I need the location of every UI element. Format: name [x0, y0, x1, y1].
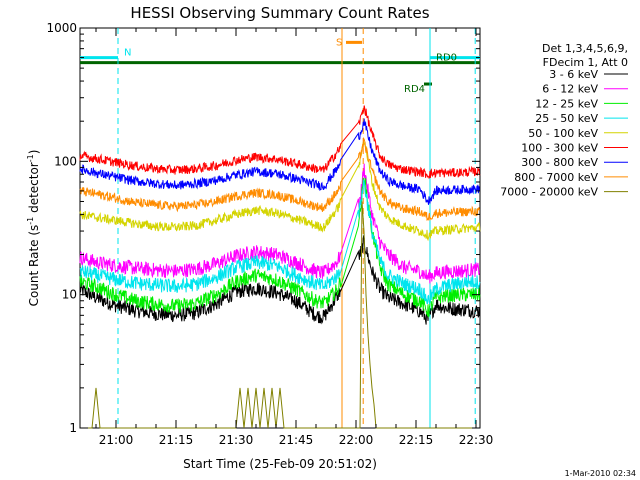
y-tick-label-2: 100: [54, 154, 77, 168]
x-tick-label-2: 21:30: [219, 433, 254, 447]
legend-label-2: 12 - 25 keV: [535, 97, 598, 110]
y-axis-label: Count Rate (s-1 detector-1): [26, 150, 41, 307]
attenuator-flags: N S RD0 RD4: [80, 37, 480, 95]
y-axis-label-sup1: -1: [26, 217, 35, 225]
series-line-2: [79, 177, 481, 318]
flag-label-1: S: [336, 37, 342, 48]
x-axis-label: Start Time (25-Feb-09 20:51:02): [183, 457, 377, 471]
legend-header-0: Det 1,3,4,5,6,9,: [542, 42, 628, 55]
y-axis-label-sup2: -1: [26, 154, 35, 162]
vertical-markers: [117, 28, 476, 428]
x-tick-label-5: 22:15: [399, 433, 434, 447]
legend-label-4: 50 - 100 keV: [528, 127, 598, 140]
legend-label-3: 25 - 50 keV: [535, 112, 598, 125]
series-line-7: [79, 136, 481, 222]
legend-label-7: 800 - 7000 keV: [514, 171, 598, 184]
y-tick-label-1: 10: [62, 288, 77, 302]
series-line-8: [80, 201, 480, 429]
chart-title: HESSI Observing Summary Count Rates: [130, 4, 429, 22]
x-tick-label-1: 21:15: [159, 433, 194, 447]
legend-label-0: 3 - 6 keV: [549, 68, 598, 81]
x-tick-label-6: 22:30: [459, 433, 494, 447]
x-tick-label-4: 22:00: [339, 433, 374, 447]
legend: Det 1,3,4,5,6,9,FDecim 1, Att 03 - 6 keV…: [500, 42, 628, 199]
series-layer: [79, 105, 481, 429]
series-line-3: [79, 179, 481, 305]
series-line-1: [79, 163, 480, 284]
y-axis-label-mid: detector: [27, 162, 41, 217]
series-line-0: [79, 235, 481, 325]
flag-label-0: N: [124, 48, 131, 59]
series-line-4: [79, 141, 481, 242]
generated-timestamp: 1-Mar-2010 02:34: [565, 469, 636, 478]
legend-label-6: 300 - 800 keV: [521, 156, 598, 169]
legend-label-5: 100 - 300 keV: [521, 142, 598, 155]
legend-label-1: 6 - 12 keV: [542, 83, 598, 96]
y-tick-label-3: 1000: [46, 21, 77, 35]
y-tick-label-0: 1: [69, 421, 77, 435]
series-line-5: [79, 105, 481, 180]
y-axis-ticks: 1 10 100 1000: [46, 21, 480, 435]
flag-label-2: RD0: [436, 53, 457, 64]
flag-label-3: RD4: [404, 84, 425, 95]
legend-header-1: FDecim 1, Att 0: [543, 56, 628, 69]
y-axis-label-end: ): [27, 150, 41, 155]
y-axis-label-main: Count Rate (s: [27, 225, 41, 307]
x-tick-label-0: 21:00: [99, 433, 134, 447]
series-line-6: [79, 118, 481, 205]
legend-label-8: 7000 - 20000 keV: [500, 186, 598, 199]
x-tick-label-3: 21:45: [279, 433, 314, 447]
x-axis-ticks: 21:00 21:15 21:30 21:45 22:00 22:15 22:30: [95, 28, 494, 447]
